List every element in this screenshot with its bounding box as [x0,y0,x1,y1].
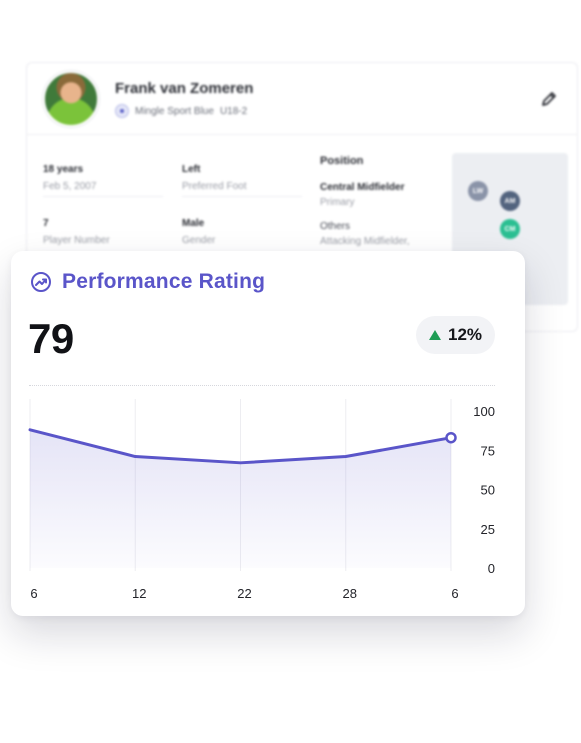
primary-position-label: Primary [320,197,355,208]
y-tick-label: 25 [481,522,495,537]
performance-title: Performance Rating [62,270,266,293]
divider [29,385,495,386]
divider [182,196,302,197]
pitch-marker-label: CM [504,225,516,233]
age-info: 18 years Feb 5, 2007 [43,164,96,192]
arrow-up-icon [428,330,441,340]
player-avatar [43,71,99,127]
pitch-marker-label: LW [472,187,484,195]
trending-up-icon [31,272,51,292]
birth-date: Feb 5, 2007 [43,181,97,192]
preferred-foot-label: Preferred Foot [182,181,247,192]
preferred-foot-info: Left Preferred Foot [182,164,246,192]
preferred-foot-value: Left [182,164,201,175]
performance-header: Performance Rating [30,270,265,294]
pitch-marker-label: AM [504,197,516,205]
player-number-value: 7 [43,218,49,229]
pitch-marker-lw: LW [468,181,488,201]
chart-area [30,429,451,568]
gender-value: Male [182,218,205,229]
gender-info: Male Gender [182,218,215,246]
team-badge-icon [115,104,129,118]
player-number-label: Player Number [43,235,110,246]
age-value: 18 years [43,164,84,175]
rating-value: 79 [28,315,74,362]
x-tick-label: 28 [343,586,357,601]
primary-position: Central Midfielder [320,182,405,193]
player-number-info: 7 Player Number [43,218,110,246]
y-tick-label: 75 [481,443,495,458]
other-positions-label: Others [320,221,351,232]
y-tick-label: 0 [488,561,495,576]
chart-point-latest [445,431,457,444]
position-title: Position [320,155,364,167]
chart-series-line [28,428,453,465]
other-positions: Attacking Midfielder, [320,236,410,247]
pitch-marker-am: AM [500,191,520,211]
team-row: Mingle Sport Blue U18-2 [115,104,247,118]
change-value: 12% [447,325,483,344]
gender-label: Gender [182,235,216,246]
change-badge: 12% [416,316,495,354]
x-tick-label: 12 [132,586,146,601]
pitch-marker-cm: CM [500,219,520,239]
x-tick-label: 6 [30,586,37,601]
divider [43,196,163,197]
y-tick-label: 100 [473,404,495,419]
player-name: Frank van Zomeren [115,80,254,97]
team-name: Mingle Sport Blue [135,105,214,117]
performance-rating-card: Performance Rating 79 12% 6 12 22 28 6 100 75 5… [11,251,525,616]
x-tick-label: 6 [451,586,458,601]
x-tick-label: 22 [237,586,251,601]
age-group: U18-2 [219,105,248,117]
y-tick-label: 50 [481,483,495,498]
performance-chart: 6 12 22 28 6 100 75 50 25 0 [28,399,495,601]
profile-header: Frank van Zomeren Mingle Sport Blue U18-… [27,63,577,135]
pencil-icon[interactable] [539,89,559,109]
